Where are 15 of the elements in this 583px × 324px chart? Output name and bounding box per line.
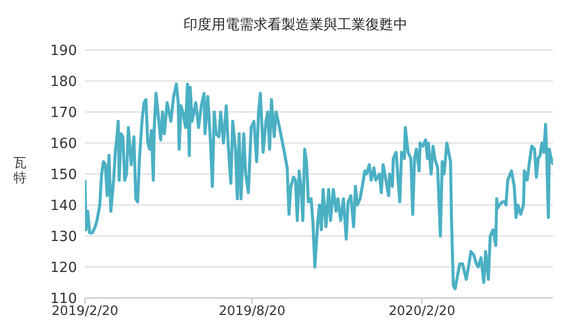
y-axis-title: 瓦特 — [14, 156, 26, 186]
y-tick-label: 120 — [50, 260, 77, 276]
y-tick-label: 160 — [50, 136, 77, 152]
y-tick-label: 190 — [50, 42, 77, 59]
line-series — [85, 82, 553, 290]
chart-title: 印度用電需求看製造業與工業復甦中 — [182, 16, 408, 35]
x-tick-label: 2019/2/20 — [52, 304, 118, 320]
y-tick-label: 180 — [50, 74, 77, 90]
y-tick-label: 110 — [50, 290, 77, 307]
x-tick-label: 2019/8/20 — [218, 304, 286, 320]
y-tick-label: 150 — [50, 166, 77, 183]
y-tick-label: 170 — [50, 104, 77, 121]
y-tick-label: 130 — [50, 228, 77, 245]
x-tick-label: 2020/2/20 — [388, 304, 456, 320]
y-tick-label: 140 — [50, 198, 77, 214]
